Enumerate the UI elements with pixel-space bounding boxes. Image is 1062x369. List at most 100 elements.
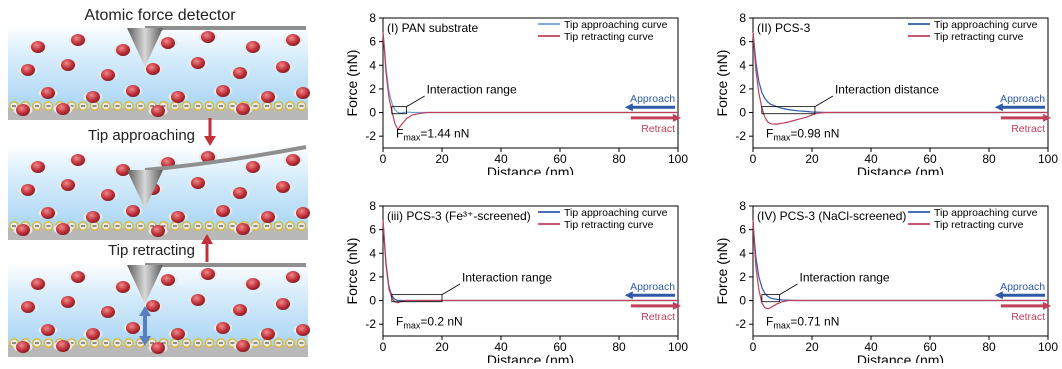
chart-pcs3: 0 20 40 60 80 100 -2 0 2 4 6 8 Distance (nm) Force (n… [715,0,1060,175]
water-molecule [86,91,100,103]
water-molecule [126,205,140,217]
annotation-pointer [814,95,834,107]
y-tick-label: 8 [369,11,376,25]
water-molecule [216,205,230,217]
y-tick-label: 4 [739,58,746,72]
water-molecule [286,271,300,283]
retract-label: Retract [1011,311,1045,323]
plot-frame [752,17,1049,149]
x-tick-label: 100 [1038,152,1058,166]
annotation-pointer [406,95,425,107]
water-molecule [71,271,85,283]
chart-pan-substrate: 0 20 40 60 80 100 -2 0 2 4 6 8 Distance (nm) Force (n… [345,0,690,175]
fmax-label: Fmax=0.71 nN [766,314,839,330]
approach-label: Approach [1000,93,1045,105]
water-molecule [171,328,185,340]
water-molecule [31,41,45,53]
x-tick-label: 80 [982,152,996,166]
y-axis-label: Force (nN) [715,238,730,305]
water-molecule [86,211,100,223]
interaction-range-label: Interaction distance [835,83,939,97]
chart-title: (II) PCS-3 [757,21,811,35]
water-molecule [276,298,290,310]
y-tick-label: 8 [739,11,746,25]
x-tick-label: 100 [668,152,688,166]
x-tick-label: 0 [750,340,757,354]
water-molecule [236,223,250,235]
interaction-range-box [391,294,443,303]
water-molecule [296,87,310,99]
water-molecule [216,322,230,334]
legend-label: Tip retracting curve [564,219,654,231]
fmax-label: Fmax=0.2 nN [396,314,463,330]
plot-frame [382,17,679,149]
retract-arrow-head [1043,113,1052,122]
y-tick-label: 4 [369,58,376,72]
water-molecule [61,179,75,191]
water-molecule [191,177,205,189]
retract-arrow-head [673,113,682,122]
x-tick-label: 0 [380,152,387,166]
water-molecule [56,340,70,352]
schematic-panel [8,262,310,357]
y-axis-label: Force (nN) [345,50,360,117]
x-tick-label: 0 [750,152,757,166]
x-tick-label: 60 [553,340,567,354]
x-tick-label: 100 [668,340,688,354]
approach-label: Approach [630,93,675,105]
water-molecule [236,103,250,115]
retract-arrow-head [1043,301,1052,310]
schematic-label-approach: Tip approaching [88,127,195,144]
y-axis-label: Force (nN) [715,50,730,117]
water-molecule [31,161,45,173]
y-tick-label: 4 [739,246,746,260]
water-molecule [21,301,35,313]
water-molecule [233,67,247,79]
fmax-label: Fmax=1.44 nN [396,126,469,142]
water-molecule [286,154,300,166]
water-molecule [16,224,30,236]
water-molecule [261,328,275,340]
water-molecule [41,87,55,99]
annotation-pointer [779,283,798,295]
x-tick-label: 20 [805,152,819,166]
water-molecule [261,91,275,103]
x-tick-label: 80 [982,340,996,354]
water-molecule [21,64,35,76]
interaction-range-label: Interaction range [800,271,890,285]
approach-arrow-head [994,291,1003,300]
water-molecule [201,151,215,163]
x-axis-label: Distance (nm) [857,352,944,363]
y-tick-label: -2 [365,129,376,143]
y-tick-label: -2 [735,129,746,143]
x-tick-label: 40 [864,152,878,166]
afm-tip [127,265,163,304]
water-molecule [126,85,140,97]
x-tick-label: 60 [553,152,567,166]
water-molecule [71,154,85,166]
water-molecule [151,342,165,354]
water-molecule [116,164,130,176]
schematic-label-retract: Tip retracting [108,242,195,259]
water-molecule [101,69,115,81]
y-tick-label: 8 [369,199,376,213]
x-tick-label: 40 [494,152,508,166]
x-tick-label: 60 [923,152,937,166]
series-line [382,220,678,304]
approach-arrow-head [994,103,1003,112]
arrow-head-up [139,306,151,316]
interaction-range-box [761,106,816,115]
water-molecule [161,274,175,286]
x-axis-label: Distance (nm) [487,164,574,175]
y-tick-label: 2 [369,270,376,284]
retract-arrow [201,234,213,262]
x-axis-label: Distance (nm) [487,352,574,363]
water-molecule [56,103,70,115]
fmax-label: Fmax=0.98 nN [766,126,839,142]
y-tick-label: 2 [739,270,746,284]
plot-frame [752,205,1049,337]
schematic-panel [8,145,310,240]
y-tick-label: 0 [739,294,746,308]
arrow-head-down [139,336,151,346]
retract-label: Retract [641,311,675,323]
